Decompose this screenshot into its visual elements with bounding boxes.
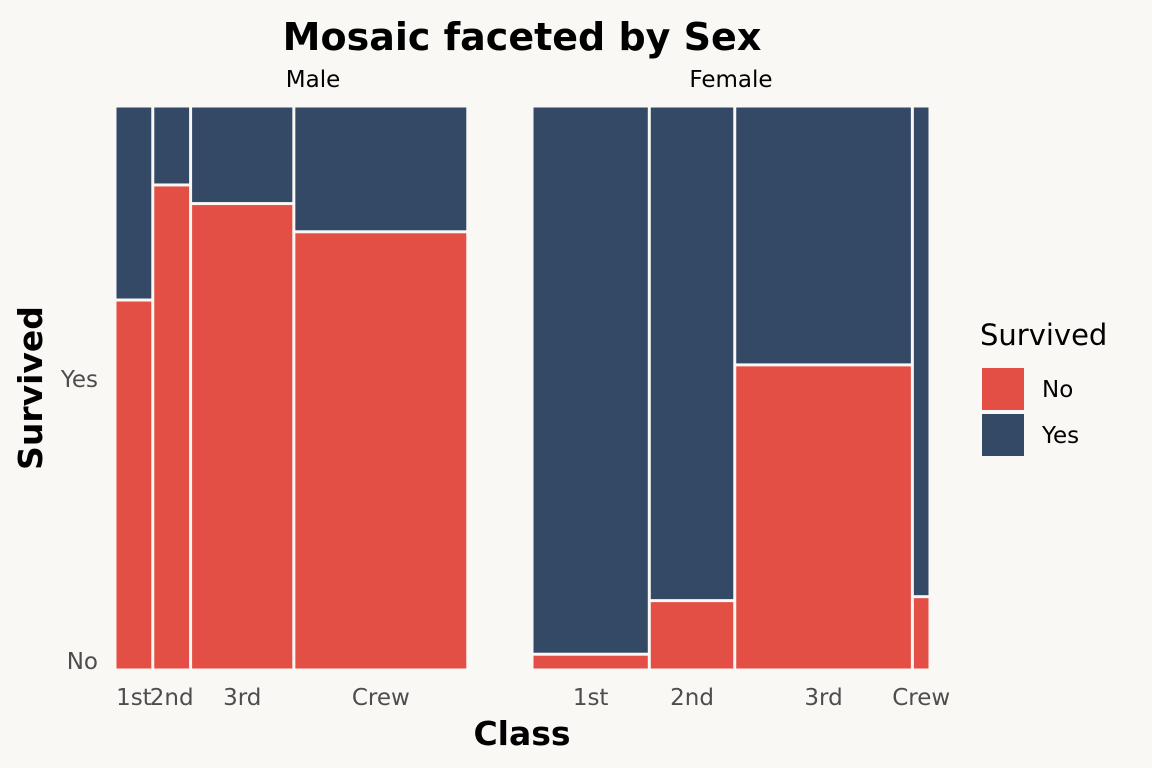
mosaic-tile-no: [533, 655, 648, 669]
mosaic-tile-no: [154, 186, 190, 669]
y-axis-ticks: No Yes: [60, 367, 98, 675]
legend: Survived No Yes: [980, 318, 1107, 456]
legend-key-yes: [982, 414, 1024, 456]
mosaic-tile-yes: [533, 107, 648, 653]
legend-label: No: [1042, 377, 1073, 403]
x-tick-label: Crew: [352, 685, 410, 711]
x-tick-label: 1st: [116, 685, 152, 711]
facet-panel-female: Female 1st 2nd 3rd Crew: [533, 67, 950, 711]
legend-key-no: [982, 368, 1024, 410]
y-tick-label: Yes: [60, 367, 98, 393]
legend-label: Yes: [1041, 423, 1079, 449]
chart-title: Mosaic faceted by Sex: [283, 15, 762, 59]
mosaic-tile-no: [295, 233, 467, 669]
x-axis-title: Class: [473, 714, 570, 753]
mosaic-tile-yes: [192, 107, 293, 203]
mosaic-tile-yes: [116, 107, 152, 299]
mosaic-tile-no: [650, 602, 734, 669]
x-tick-label: 3rd: [804, 685, 842, 711]
facet-strip-label: Female: [689, 67, 772, 93]
mosaic-tile-yes: [154, 107, 190, 184]
legend-items: No Yes: [982, 368, 1079, 456]
mosaic-tile-no: [913, 598, 929, 669]
legend-title: Survived: [980, 318, 1107, 352]
mosaic-tile-yes: [295, 107, 467, 231]
x-tick-label: 2nd: [670, 685, 714, 711]
y-tick-label: No: [67, 649, 98, 675]
mosaic-tile-yes: [736, 107, 911, 364]
mosaic-tile-no: [116, 301, 152, 669]
y-axis-title: Survived: [11, 306, 50, 470]
mosaic-tile-yes: [913, 107, 929, 596]
x-tick-label: 1st: [573, 685, 609, 711]
mosaic-tile-yes: [650, 107, 734, 600]
mosaic-tile-no: [192, 205, 293, 669]
facet-strip-label: Male: [286, 67, 340, 93]
mosaic-tile-no: [736, 366, 911, 669]
x-tick-label: 3rd: [223, 685, 261, 711]
x-tick-label: Crew: [892, 685, 950, 711]
x-tick-label: 2nd: [150, 685, 194, 711]
